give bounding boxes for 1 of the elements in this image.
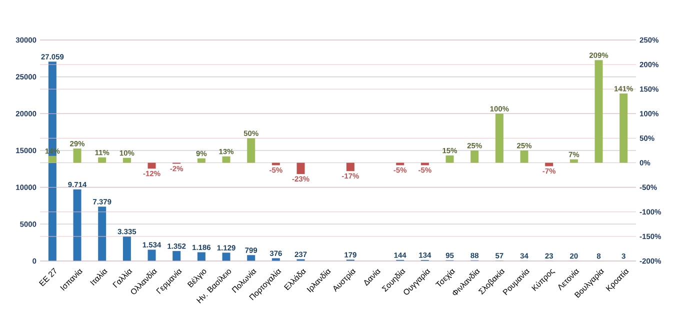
x-tick-label: ΕΕ 27 [38,268,56,286]
